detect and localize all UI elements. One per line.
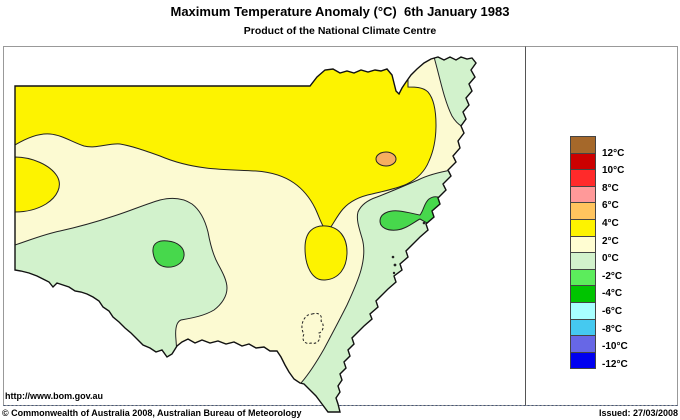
copyright-label: © Commonwealth of Australia 2008, Austra… — [2, 408, 302, 418]
act-dashed-boundary — [301, 312, 324, 344]
legend-swatch-2 — [570, 169, 596, 187]
page-title: Maximum Temperature Anomaly (°C) 6th Jan… — [170, 4, 510, 19]
region-2-4C-west-spot — [15, 156, 60, 213]
region-2-4C-north-band — [15, 57, 437, 233]
legend-label--12°C: -12°C — [602, 358, 628, 370]
legend-label-8°C: 8°C — [602, 182, 619, 194]
legend-color-scale — [570, 136, 596, 370]
legend-swatch-9 — [570, 285, 596, 303]
page-subtitle: Product of the National Climate Centre — [243, 25, 437, 37]
legend-swatch-1 — [570, 152, 596, 171]
legend-swatch-4 — [570, 202, 596, 220]
legend-swatch-3 — [570, 185, 596, 204]
bom-url-label: http://www.bom.gov.au — [5, 391, 103, 401]
legend-label-0°C: 0°C — [602, 253, 619, 265]
legend-label--6°C: -6°C — [602, 306, 623, 317]
legend-label-2°C: 2°C — [602, 235, 619, 247]
nsw-border-outline — [14, 56, 477, 413]
legend-swatch-12 — [570, 335, 596, 353]
legend-swatch-0 — [570, 136, 596, 154]
legend-label-6°C: 6°C — [602, 200, 619, 212]
legend-swatch-8 — [570, 268, 596, 287]
coastal-lakes — [391, 221, 430, 275]
legend-label-10°C: 10°C — [602, 165, 625, 177]
region-neg4-neg2C-southwest-spot — [152, 240, 185, 268]
legend-label-12°C: 12°C — [602, 147, 625, 159]
legend-label--8°C: -8°C — [602, 323, 623, 335]
legend-swatch-5 — [570, 218, 596, 237]
legend-swatch-6 — [570, 235, 596, 254]
legend-swatch-7 — [570, 252, 596, 270]
legend-label-4°C: 4°C — [602, 218, 619, 229]
legend-swatch-11 — [570, 318, 596, 337]
legend-label--2°C: -2°C — [602, 270, 623, 282]
issued-date-label: Issued: 27/03/2008 — [598, 408, 678, 418]
region-4-6C-spot — [375, 151, 397, 167]
region-2-4C-central-spot — [304, 225, 348, 281]
legend-swatch-10 — [570, 301, 596, 320]
legend-swatch-13 — [570, 351, 596, 370]
legend-label--10°C: -10°C — [602, 341, 628, 353]
legend-label--4°C: -4°C — [602, 288, 623, 300]
